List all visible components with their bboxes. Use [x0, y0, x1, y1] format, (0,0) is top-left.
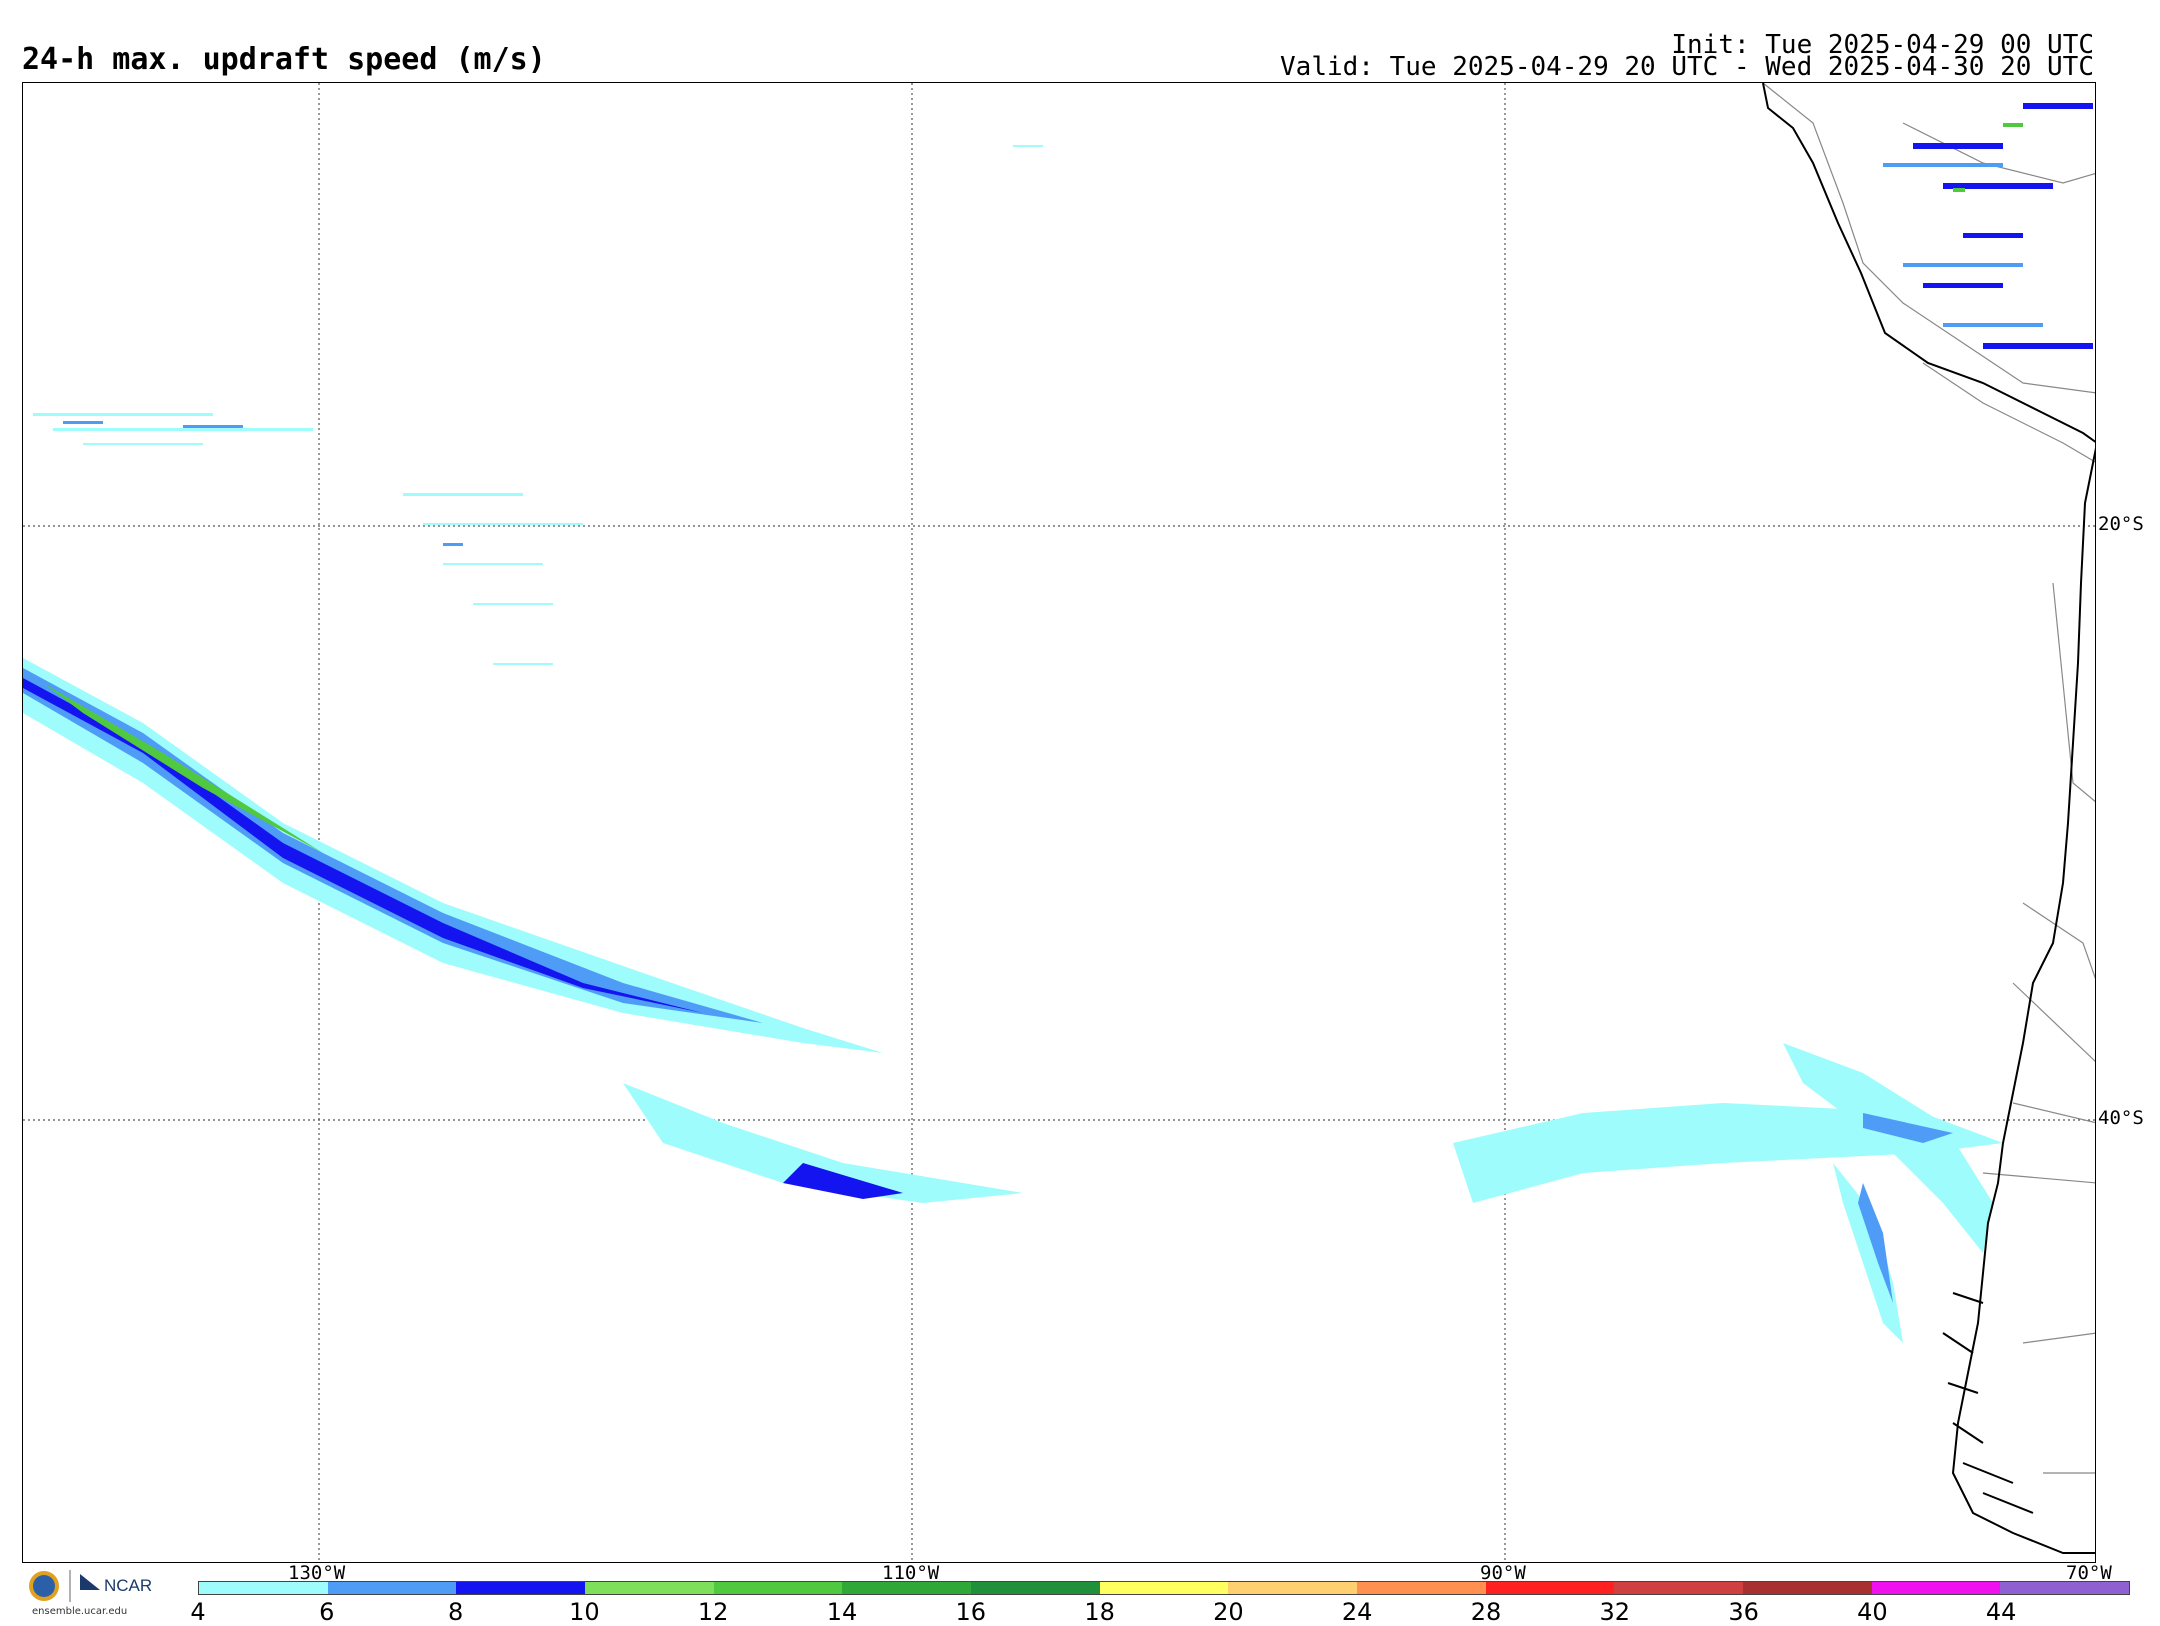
updraft-scatter-north-blue	[63, 421, 463, 546]
lon-label-90w: 90°W	[1480, 1562, 1526, 1584]
colorbar-tick-label: 32	[1599, 1598, 1631, 1626]
map-panel[interactable]	[22, 82, 2096, 1563]
lat-label-20s: 20°S	[2098, 513, 2144, 535]
colorbar-tick-label: 18	[1084, 1598, 1115, 1626]
colorbar-segment	[1743, 1582, 1872, 1594]
map-svg	[23, 83, 2095, 1562]
colorbar-segment	[2000, 1582, 2130, 1594]
colorbar-segment	[585, 1582, 714, 1594]
colorbar-segment	[1099, 1582, 1229, 1594]
updraft-scatter-north	[33, 145, 1043, 665]
updraft-band-southeast-blue	[1858, 1113, 1953, 1303]
coastline	[1762, 83, 2095, 1554]
map-title: 24-h max. updraft speed (m/s)	[22, 42, 546, 77]
colorbar-tick-label: 36	[1728, 1598, 1759, 1626]
colorbar-segment	[199, 1582, 328, 1594]
lon-label-70w: 70°W	[2066, 1562, 2112, 1584]
updraft-scatter-andes-green	[1953, 123, 2023, 192]
updraft-band-southeast	[1453, 1043, 2003, 1343]
colorbar	[198, 1581, 2130, 1595]
colorbar-segment	[456, 1582, 586, 1594]
colorbar-segment	[1357, 1582, 1486, 1594]
lon-label-130w: 130°W	[288, 1562, 346, 1584]
ncar-mark-icon	[80, 1574, 100, 1590]
colorbar-segment	[971, 1582, 1100, 1594]
colorbar-tick-label: 28	[1470, 1598, 1502, 1626]
nsf-ncar-logo: NCAR ensemble.ucar.edu	[24, 1566, 156, 1620]
lat-label-40s: 40°S	[2098, 1107, 2144, 1129]
updraft-scatter-andes-light	[1883, 163, 2043, 327]
colorbar-tick-label: 8	[447, 1598, 464, 1626]
colorbar-tick-label: 10	[569, 1598, 600, 1626]
lon-label-110w: 110°W	[882, 1562, 940, 1584]
updraft-band-frontal	[23, 658, 1023, 1203]
colorbar-tick-label: 14	[826, 1598, 858, 1626]
logo-site-text: ensemble.ucar.edu	[32, 1606, 128, 1617]
colorbar-tick-label: 6	[319, 1598, 335, 1626]
graticule	[23, 83, 2095, 1562]
init-time: Init: Tue 2025-04-29 00 UTC	[1671, 30, 2094, 60]
borders	[1762, 83, 2095, 1474]
colorbar-segment	[713, 1582, 843, 1594]
colorbar-tick-label: 4	[190, 1598, 206, 1626]
colorbar-tick-label: 44	[1985, 1598, 2017, 1626]
colorbar-tick-label: 16	[955, 1598, 987, 1626]
colorbar-segment	[1871, 1582, 2001, 1594]
colorbar-segment	[1228, 1582, 1358, 1594]
logo-ncar-text: NCAR	[104, 1576, 153, 1595]
colorbar-tick-label: 12	[697, 1598, 729, 1626]
updraft-scatter-andes	[1913, 103, 2093, 349]
colorbar-tick-label: 24	[1341, 1598, 1373, 1626]
colorbar-segment	[842, 1582, 972, 1594]
valid-time: Valid: Tue 2025-04-29 20 UTC - Wed 2025-…	[1280, 52, 2094, 82]
colorbar-segment	[1485, 1582, 1615, 1594]
nsf-seal-icon	[29, 1570, 100, 1602]
colorbar-segment	[1614, 1582, 1744, 1594]
colorbar-tick-label: 20	[1213, 1598, 1244, 1626]
colorbar-segment	[327, 1582, 457, 1594]
colorbar-tick-label: 40	[1857, 1598, 1888, 1626]
